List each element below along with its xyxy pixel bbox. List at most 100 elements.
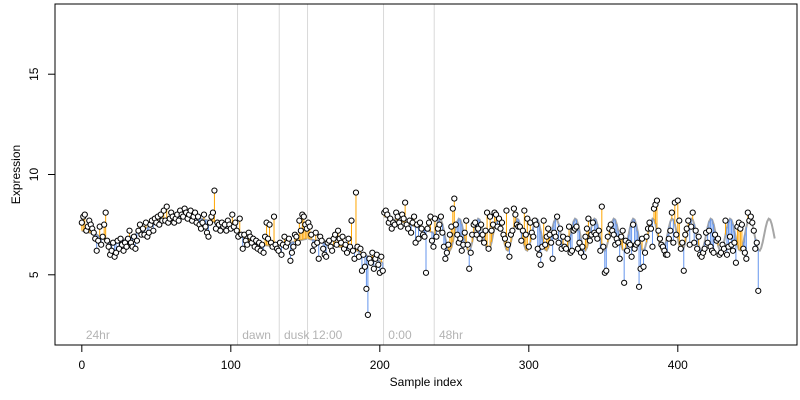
data-point [285,235,293,242]
data-point [673,231,680,238]
data-point [163,203,170,210]
data-point [352,189,360,196]
data-point [239,245,246,252]
data-point [565,223,573,230]
data-point [603,267,610,274]
data-point [582,233,589,240]
data-point [549,255,556,262]
data-point [530,233,537,240]
data-point [498,219,506,226]
data-point [364,311,371,319]
data-point [428,237,436,244]
data-point [334,227,342,234]
data-point [278,251,285,258]
data-point [296,217,303,224]
data-point [722,217,729,224]
data-point [297,227,304,234]
data-point [124,235,132,242]
data-point [704,239,711,246]
data-point [705,227,713,234]
data-point [755,287,762,294]
data-point [682,231,689,238]
data-point [668,209,675,216]
data-point [405,225,412,232]
data-point [597,247,604,254]
data-point [339,233,346,240]
data-point [101,221,108,228]
data-point [562,245,570,252]
data-point [191,209,199,216]
data-point [430,243,437,250]
data-point [400,215,407,222]
data-point [677,245,684,252]
data-point [556,225,564,232]
data-point [139,225,147,232]
data-point [568,247,576,254]
data-point [370,265,377,272]
data-point [723,251,731,258]
data-point [743,255,750,262]
data-point [78,219,85,226]
data-point [412,239,419,246]
data-point [729,247,737,254]
data-point [439,229,446,236]
data-point [217,227,224,234]
data-point [433,233,440,240]
data-point [463,217,470,224]
data-point [747,213,754,220]
data-point [478,221,485,228]
data-point [482,227,489,234]
data-point [628,253,635,260]
data-point [670,239,677,246]
data-point [232,219,239,226]
data-point [300,213,307,220]
data-point [156,221,163,228]
data-point [449,205,456,212]
data-point [358,267,366,274]
data-point [443,249,450,256]
y-axis: 5 10 15 [27,67,56,278]
data-point [564,235,571,242]
data-point [102,209,109,216]
data-point [93,247,100,254]
data-point [552,233,559,240]
data-point [691,239,698,246]
data-point [504,241,512,248]
data-point [501,235,509,242]
data-point [643,233,650,240]
data-point [402,199,409,206]
phase-label: 0:00 [388,328,412,342]
data-point [580,253,588,260]
data-point [665,235,672,242]
data-point [579,243,586,250]
data-point [175,217,182,224]
data-point [418,225,425,232]
data-point [387,215,394,222]
data-point [503,207,510,214]
data-point [732,259,740,266]
data-point [635,283,643,290]
y-tick-label: 15 [27,67,41,81]
data-point [688,223,695,230]
data-point [290,243,297,250]
x-tick-label: 0 [78,358,85,372]
data-point [117,235,124,242]
data-point [646,219,653,226]
data-point [711,231,719,238]
data-point [516,223,523,230]
data-point [540,217,547,224]
data-point [594,235,601,242]
data-point [229,211,236,218]
phase-label: dusk [284,328,310,342]
data-point [422,269,430,276]
phase-dividers [237,4,435,345]
data-point [488,227,495,234]
data-point [695,233,702,240]
data-point [136,221,144,228]
data-point [610,231,617,238]
data-point [318,237,325,244]
y-tick-label: 5 [27,271,41,278]
data-point [545,225,552,232]
data-point [731,239,738,246]
data-point [437,213,444,220]
